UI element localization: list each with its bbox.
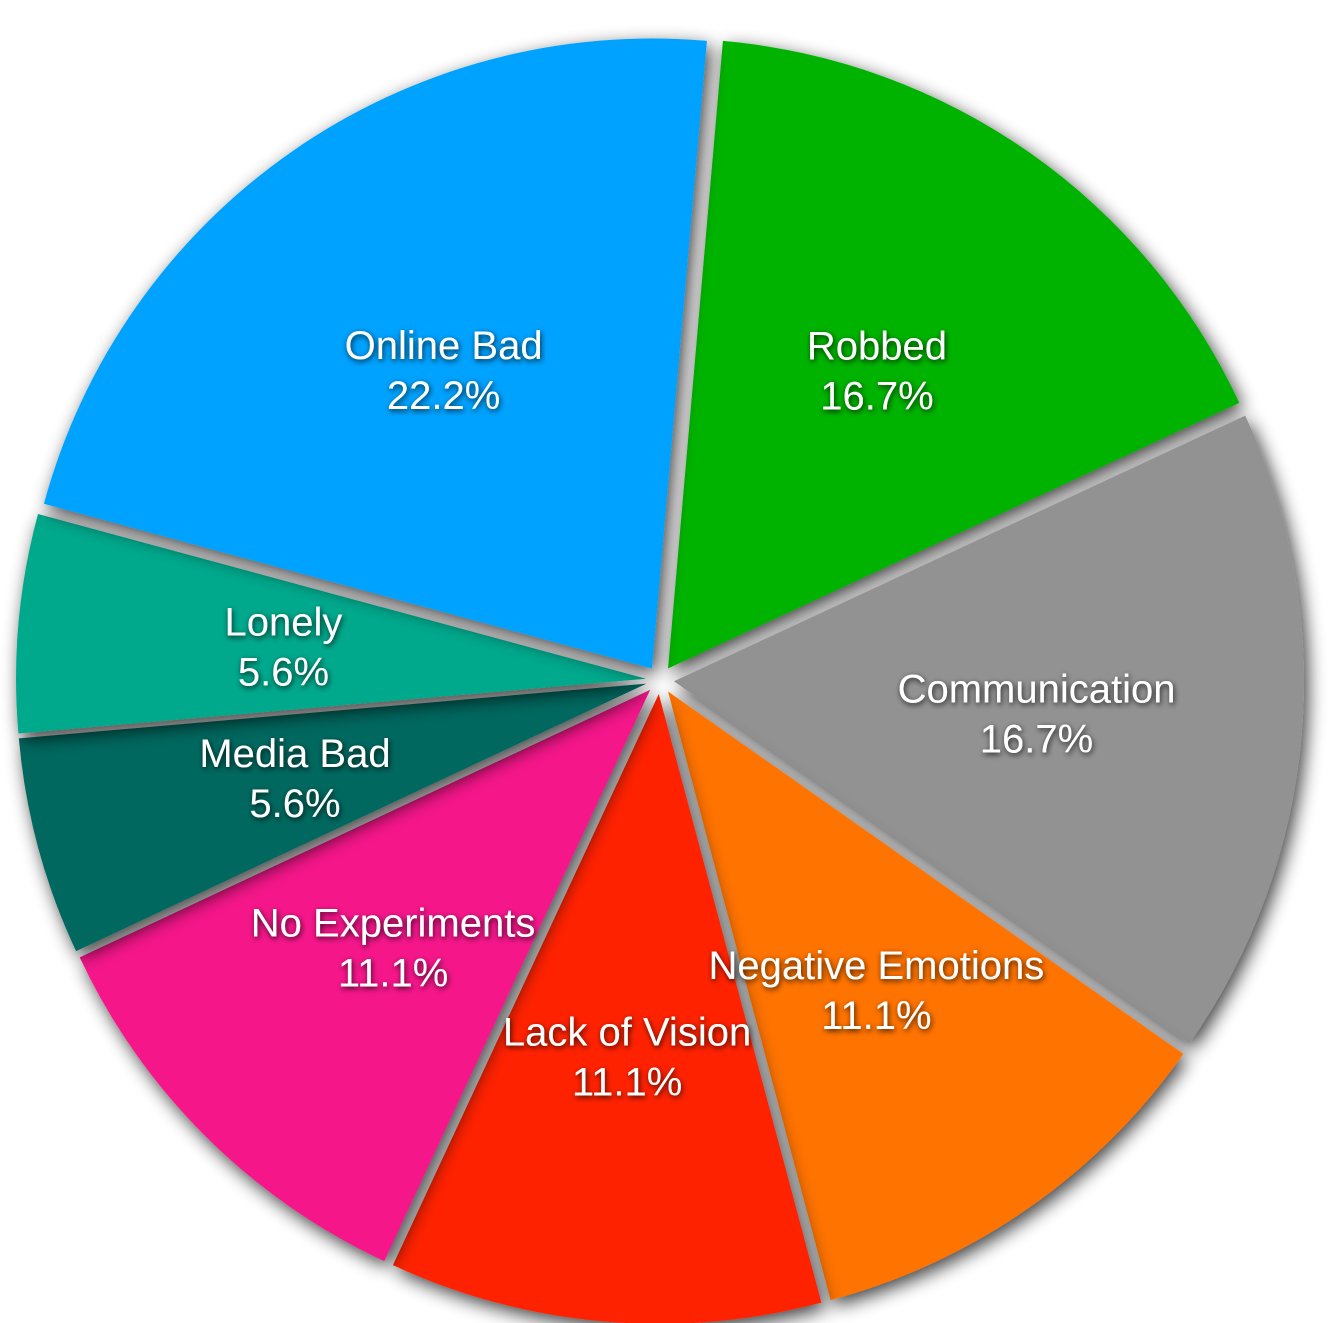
pie-slice-negative-emotions xyxy=(668,691,1184,1301)
slice-label-no-experiments: No Experiments xyxy=(251,902,536,946)
pie-slice-media-bad xyxy=(18,683,647,952)
slice-label-lonely: Lonely xyxy=(225,600,343,644)
pie-labels: Robbed 16.7% Communication 16.7% Negative Em… xyxy=(199,324,1175,1105)
slice-value-media-bad: 5.6% xyxy=(249,782,340,826)
slice-value-negative-emotions: 11.1% xyxy=(821,994,931,1038)
pie-slice-lack-of-vision xyxy=(392,693,822,1323)
slice-label-online-bad: Online Bad xyxy=(345,324,543,368)
pie-slice-communication xyxy=(673,415,1304,1044)
slice-label-media-bad: Media Bad xyxy=(199,732,390,776)
pie-slice-robbed xyxy=(668,40,1240,669)
slice-label-robbed: Robbed xyxy=(807,324,947,368)
slice-label-communication: Communication xyxy=(898,668,1176,712)
pie-slice-no-experiments xyxy=(79,689,651,1262)
pie-slices xyxy=(16,38,1304,1323)
slice-label-lack-of-vision: Lack of Vision xyxy=(503,1011,751,1055)
slice-value-communication: 16.7% xyxy=(980,718,1093,762)
slice-label-negative-emotions: Negative Emotions xyxy=(709,944,1045,988)
pie-slice-online-bad xyxy=(43,38,707,669)
slice-value-lack-of-vision: 11.1% xyxy=(572,1061,682,1105)
slice-value-no-experiments: 11.1% xyxy=(338,952,448,996)
slice-value-online-bad: 22.2% xyxy=(387,374,500,418)
pie-slice-lonely xyxy=(16,514,647,734)
slice-value-robbed: 16.7% xyxy=(820,374,933,418)
slice-value-lonely: 5.6% xyxy=(238,650,329,694)
